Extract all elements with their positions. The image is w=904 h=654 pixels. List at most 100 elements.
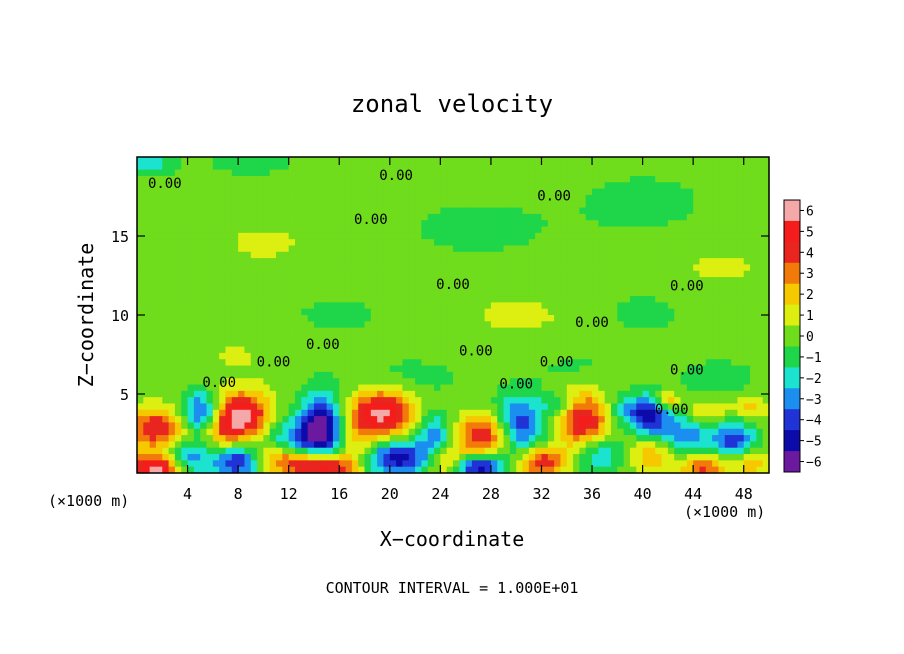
heatmap-cell bbox=[225, 289, 233, 297]
heatmap-cell bbox=[200, 403, 208, 411]
heatmap-cell bbox=[743, 182, 751, 190]
heatmap-cell bbox=[244, 207, 252, 215]
heatmap-cell bbox=[174, 466, 182, 474]
heatmap-cell bbox=[535, 207, 543, 215]
heatmap-cell bbox=[705, 289, 713, 297]
heatmap-cell bbox=[661, 441, 669, 449]
heatmap-cell bbox=[573, 239, 580, 247]
heatmap-cell bbox=[174, 333, 182, 341]
heatmap-cell bbox=[724, 371, 732, 379]
heatmap-cell bbox=[731, 333, 738, 341]
heatmap-cell bbox=[162, 333, 170, 341]
heatmap-cell bbox=[370, 182, 378, 190]
heatmap-cell bbox=[339, 213, 347, 221]
heatmap-cell bbox=[471, 226, 479, 234]
heatmap-cell bbox=[181, 232, 189, 240]
heatmap-cell bbox=[528, 207, 536, 215]
heatmap-cell bbox=[566, 346, 574, 354]
heatmap-cell bbox=[269, 321, 277, 329]
heatmap-cell bbox=[566, 169, 574, 177]
heatmap-cell bbox=[326, 460, 334, 468]
heatmap-cell bbox=[137, 403, 144, 411]
heatmap-cell bbox=[181, 283, 189, 291]
heatmap-cell bbox=[313, 454, 321, 461]
heatmap-cell bbox=[421, 289, 429, 297]
heatmap-cell bbox=[756, 428, 764, 436]
heatmap-cell bbox=[712, 188, 720, 196]
heatmap-cell bbox=[604, 466, 612, 474]
heatmap-cell bbox=[377, 169, 385, 177]
heatmap-cell bbox=[193, 378, 201, 386]
heatmap-cell bbox=[484, 365, 492, 373]
heatmap-cell bbox=[351, 333, 359, 341]
heatmap-cell bbox=[389, 239, 397, 247]
heatmap-cell bbox=[383, 428, 391, 436]
heatmap-cell bbox=[282, 422, 290, 430]
heatmap-cell bbox=[320, 194, 328, 202]
heatmap-cell bbox=[484, 466, 492, 474]
heatmap-cell bbox=[693, 346, 701, 354]
heatmap-cell bbox=[174, 258, 182, 266]
heatmap-cell bbox=[257, 435, 264, 442]
heatmap-cell bbox=[238, 289, 246, 297]
heatmap-cell bbox=[446, 220, 454, 228]
heatmap-cell bbox=[573, 169, 580, 177]
heatmap-cell bbox=[137, 245, 144, 253]
heatmap-cell bbox=[737, 251, 745, 259]
heatmap-cell bbox=[453, 390, 460, 398]
heatmap-cell bbox=[750, 169, 757, 177]
heatmap-cell bbox=[718, 207, 726, 215]
heatmap-cell bbox=[718, 435, 726, 442]
heatmap-cell bbox=[427, 296, 435, 303]
heatmap-cell bbox=[611, 289, 618, 297]
heatmap-cell bbox=[459, 277, 467, 284]
heatmap-cell bbox=[212, 397, 220, 405]
heatmap-cell bbox=[629, 245, 637, 253]
heatmap-cell bbox=[680, 416, 688, 424]
heatmap-cell bbox=[465, 454, 473, 461]
heatmap-cell bbox=[257, 201, 264, 209]
heatmap-cell bbox=[661, 163, 669, 171]
heatmap-cell bbox=[573, 435, 580, 442]
heatmap-cell bbox=[522, 352, 530, 360]
heatmap-cell bbox=[680, 359, 688, 367]
heatmap-cell bbox=[522, 302, 530, 310]
heatmap-cell bbox=[598, 201, 606, 209]
heatmap-cell bbox=[174, 460, 182, 468]
heatmap-cell bbox=[705, 251, 713, 259]
heatmap-cell bbox=[680, 390, 688, 398]
heatmap-cell bbox=[320, 308, 328, 316]
heatmap-cell bbox=[604, 346, 612, 354]
heatmap-cell bbox=[655, 182, 663, 190]
heatmap-cell bbox=[724, 157, 732, 164]
heatmap-cell bbox=[326, 302, 334, 310]
heatmap-cell bbox=[598, 384, 606, 392]
heatmap-cell bbox=[547, 302, 555, 310]
heatmap-cell bbox=[623, 283, 631, 291]
heatmap-cell bbox=[181, 435, 189, 442]
heatmap-cell bbox=[661, 207, 669, 215]
heatmap-cell bbox=[503, 207, 511, 215]
heatmap-cell bbox=[693, 220, 701, 228]
heatmap-cell bbox=[478, 397, 486, 405]
heatmap-cell bbox=[282, 378, 290, 386]
heatmap-cell bbox=[200, 289, 208, 297]
heatmap-cell bbox=[579, 340, 587, 348]
heatmap-cell bbox=[648, 226, 656, 234]
heatmap-cell bbox=[573, 352, 580, 360]
heatmap-cell bbox=[566, 352, 574, 360]
heatmap-cell bbox=[174, 296, 182, 303]
heatmap-cell bbox=[674, 466, 682, 474]
heatmap-cell bbox=[535, 428, 543, 436]
heatmap-cell bbox=[655, 397, 663, 405]
heatmap-cell bbox=[402, 188, 410, 196]
heatmap-cell bbox=[541, 447, 549, 455]
heatmap-cell bbox=[421, 201, 429, 209]
heatmap-cell bbox=[655, 270, 663, 278]
heatmap-cell bbox=[598, 422, 606, 430]
heatmap-cell bbox=[415, 333, 422, 341]
heatmap-cell bbox=[718, 283, 726, 291]
heatmap-cell bbox=[370, 169, 378, 177]
heatmap-cell bbox=[206, 327, 214, 335]
heatmap-cell bbox=[611, 447, 618, 455]
